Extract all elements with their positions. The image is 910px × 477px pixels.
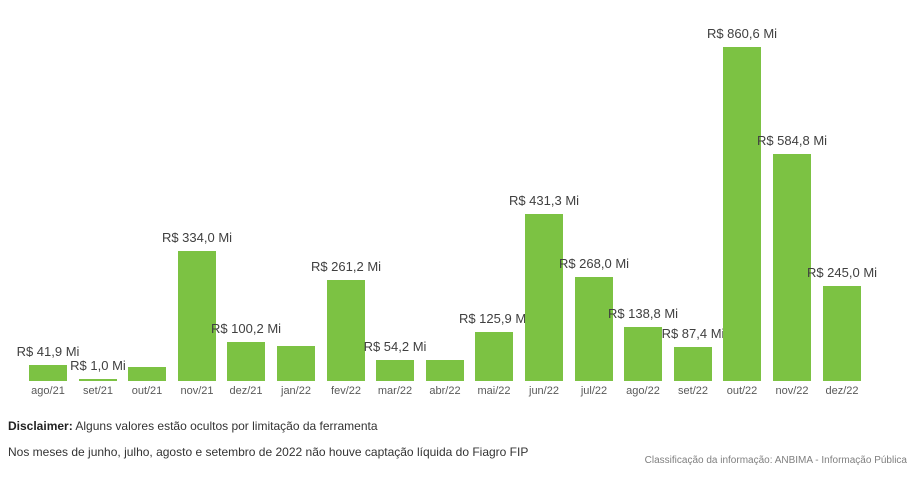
x-axis-label: dez/21 xyxy=(229,385,263,397)
x-axis-label: mar/22 xyxy=(377,385,413,397)
bar-value-label: R$ 334,0 Mi xyxy=(161,230,233,245)
bar-set-21[interactable] xyxy=(79,379,117,381)
bar-value-label: R$ 125,9 Mi xyxy=(458,311,530,326)
disclaimer-body: Alguns valores estão ocultos por limitaç… xyxy=(72,419,378,433)
bar-set-22[interactable] xyxy=(674,347,712,381)
x-axis-label: out/21 xyxy=(131,385,163,397)
x-axis-label: abr/22 xyxy=(429,385,461,397)
bar-chart: R$ 41,9 Mi ago/21 R$ 1,0 Mi set/21 out/21 R$ … xyxy=(16,26,878,397)
note-text: Nos meses de junho, julho, agosto e sete… xyxy=(8,445,529,459)
bar-out-21[interactable] xyxy=(128,367,166,381)
x-axis-label: mai/22 xyxy=(477,385,511,397)
disclaimer-text: Disclaimer: Alguns valores estão ocultos… xyxy=(8,419,378,433)
bar-mar-22[interactable] xyxy=(376,360,414,381)
x-axis-label: ago/22 xyxy=(626,385,660,397)
bar-value-label: R$ 54,2 Mi xyxy=(363,339,427,354)
bar-abr-22[interactable] xyxy=(426,360,464,381)
x-axis-label: nov/22 xyxy=(775,385,809,397)
bar-value-label: R$ 87,4 Mi xyxy=(661,326,725,341)
bar-value-label: R$ 584,8 Mi xyxy=(756,133,828,148)
bar-value-label: R$ 431,3 Mi xyxy=(508,193,580,208)
bar-value-label: R$ 860,6 Mi xyxy=(706,26,778,41)
bar-ago-21[interactable] xyxy=(29,365,67,381)
bar-mai-22[interactable] xyxy=(475,332,513,381)
bar-jul-22[interactable] xyxy=(575,277,613,381)
bar-nov-21[interactable] xyxy=(178,251,216,381)
bar-ago-22[interactable] xyxy=(624,327,662,381)
disclaimer-label: Disclaimer: xyxy=(8,419,73,433)
x-axis-label: nov/21 xyxy=(180,385,214,397)
x-axis-label: dez/22 xyxy=(825,385,859,397)
bar-nov-22[interactable] xyxy=(773,154,811,381)
bar-fev-22[interactable] xyxy=(327,280,365,381)
bar-value-label: R$ 268,0 Mi xyxy=(558,256,630,271)
x-axis-label: jun/22 xyxy=(529,385,559,397)
bar-value-label: R$ 100,2 Mi xyxy=(210,321,282,336)
bar-jun-22[interactable] xyxy=(525,214,563,381)
bar-dez-21[interactable] xyxy=(227,342,265,381)
classification-text: Classificação da informação: ANBIMA - In… xyxy=(644,455,907,466)
x-axis-label: ago/21 xyxy=(31,385,65,397)
bar-value-label: R$ 41,9 Mi xyxy=(16,344,80,359)
x-axis-label: set/21 xyxy=(83,385,113,397)
bar-out-22[interactable] xyxy=(723,47,761,381)
bar-value-label: R$ 261,2 Mi xyxy=(310,259,382,274)
bar-value-label: R$ 245,0 Mi xyxy=(806,265,878,280)
x-axis-label: set/22 xyxy=(678,385,708,397)
bar-dez-22[interactable] xyxy=(823,286,861,381)
x-axis-label: fev/22 xyxy=(331,385,361,397)
bar-value-label: R$ 1,0 Mi xyxy=(70,358,126,373)
bar-jan-22[interactable] xyxy=(277,346,315,381)
x-axis-label: jul/22 xyxy=(580,385,608,397)
x-axis-label: out/22 xyxy=(726,385,758,397)
x-axis-label: jan/22 xyxy=(281,385,311,397)
bar-value-label: R$ 138,8 Mi xyxy=(607,306,679,321)
